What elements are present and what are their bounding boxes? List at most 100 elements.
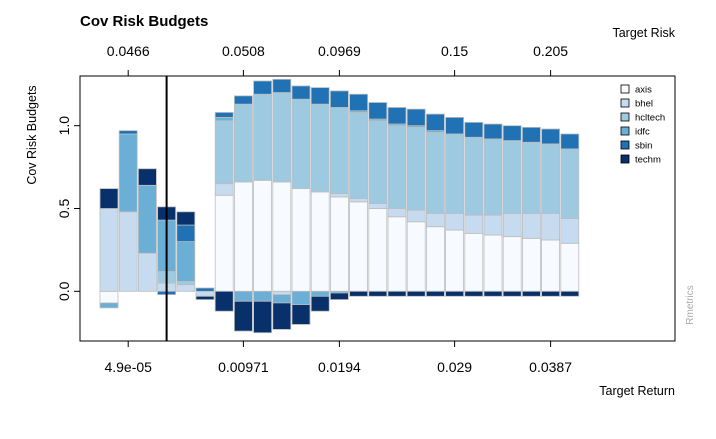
bar-sbin-9 <box>253 80 273 95</box>
legend-label-idfc: idfc <box>635 127 650 138</box>
chart-title: Cov Risk Budgets <box>80 13 208 30</box>
legend-label-hcltech: hcltech <box>635 113 665 124</box>
bar-bhel-16 <box>387 208 407 218</box>
bar-bhel-23 <box>522 213 541 239</box>
bar-hcltech-16 <box>387 125 407 209</box>
bar-bhel-24 <box>541 213 560 241</box>
bar-axis-1 <box>99 290 119 304</box>
bar-bhel-18 <box>425 213 445 228</box>
bar-techm-7 <box>214 290 234 312</box>
bar-idfc-7 <box>214 117 234 122</box>
x2-tick-label: 0.0969 <box>318 43 361 59</box>
bar-sbin-10 <box>272 78 292 93</box>
y-tick-label: 0.5 <box>56 199 72 219</box>
bar-hcltech-12 <box>310 103 330 193</box>
bar-idfc-8 <box>233 290 253 302</box>
bar-bhel-20 <box>464 214 484 234</box>
bar-bhel-1 <box>99 208 119 292</box>
bar-sbin-6 <box>195 287 215 292</box>
bar-axis-9 <box>253 179 273 292</box>
bar-hcltech-8 <box>233 103 253 183</box>
bar-techm-5 <box>176 211 196 226</box>
legend-swatch-axis <box>620 84 630 94</box>
y-axis-label: Cov Risk Budgets <box>25 85 39 184</box>
bar-hcltech-22 <box>502 140 522 214</box>
bar-bhel-15 <box>368 203 388 209</box>
bar-techm-14 <box>349 290 369 297</box>
y-tick-label: 1.0 <box>56 116 72 136</box>
bar-bhel-7 <box>214 183 234 196</box>
bar-sbin-24 <box>541 128 560 145</box>
legend: axis bhel hcltech idfc sbin techm <box>620 84 665 166</box>
bars-layer <box>99 78 580 334</box>
bar-sbin-17 <box>406 108 426 127</box>
bar-bhel-25 <box>560 218 580 244</box>
bar-techm-6 <box>195 295 215 300</box>
x-tick-label: 0.0387 <box>529 359 572 375</box>
bar-techm-1 <box>99 188 119 209</box>
bar-idfc-11 <box>291 290 311 305</box>
bar-axis-14 <box>349 201 369 292</box>
bar-techm-11 <box>291 304 311 325</box>
bar-sbin-20 <box>464 121 484 138</box>
legend-label-sbin: sbin <box>635 141 652 152</box>
bar-axis-20 <box>464 232 484 292</box>
bar-sbin-7 <box>214 112 234 118</box>
bar-techm-21 <box>483 290 503 297</box>
bar-techm-23 <box>522 290 541 297</box>
bar-hcltech-20 <box>464 136 484 216</box>
bar-hcltech-10 <box>272 92 292 183</box>
bar-sbin-11 <box>291 85 311 100</box>
bar-hcltech-24 <box>541 143 560 214</box>
bar-axis-23 <box>522 237 541 292</box>
bar-idfc-12 <box>310 290 330 297</box>
bar-sbin-23 <box>522 126 541 143</box>
bar-bhel-3 <box>137 252 157 292</box>
bar-techm-19 <box>445 290 465 297</box>
legend-swatch-bhel <box>620 98 630 108</box>
bar-idfc-3 <box>137 184 157 254</box>
bar-sbin-18 <box>425 113 445 132</box>
bar-techm-9 <box>253 300 273 334</box>
bar-bhel-14 <box>349 198 369 203</box>
bar-axis-11 <box>291 188 311 292</box>
bar-hcltech-5 <box>176 280 196 286</box>
bar-techm-24 <box>541 290 560 297</box>
bar-bhel-13 <box>329 193 349 198</box>
bar-techm-22 <box>502 290 522 297</box>
bar-idfc-5 <box>176 241 196 282</box>
bar-techm-15 <box>368 290 388 297</box>
bar-hcltech-14 <box>349 112 369 199</box>
x-tick-label: 0.00971 <box>218 359 269 375</box>
bar-techm-3 <box>137 168 157 186</box>
bar-bhel-19 <box>445 213 465 231</box>
bar-sbin-12 <box>310 87 330 105</box>
bar-bhel-21 <box>483 214 503 236</box>
x2-tick-label: 0.0508 <box>222 43 265 59</box>
bar-hcltech-7 <box>214 120 234 185</box>
bar-hcltech-21 <box>483 138 503 216</box>
bar-axis-16 <box>387 216 407 292</box>
y-tick-label: 0.0 <box>56 281 72 301</box>
bar-bhel-17 <box>406 209 426 223</box>
bar-axis-22 <box>502 236 522 292</box>
bar-sbin-21 <box>483 123 503 140</box>
bar-axis-17 <box>406 221 426 292</box>
x2-tick-label: 0.15 <box>441 43 468 59</box>
legend-label-axis: axis <box>635 85 652 96</box>
bar-sbin-8 <box>233 95 253 105</box>
legend-swatch-idfc <box>620 126 630 136</box>
bar-bhel-10 <box>272 290 292 296</box>
bar-idfc-1 <box>99 302 119 309</box>
legend-swatch-sbin <box>620 140 630 150</box>
bar-sbin-2 <box>118 130 138 135</box>
bar-sbin-19 <box>445 117 465 135</box>
bar-hcltech-25 <box>560 148 580 219</box>
x-axis-label: Target Return <box>599 384 675 398</box>
bar-axis-12 <box>310 191 330 292</box>
bar-axis-10 <box>272 181 292 292</box>
bar-sbin-22 <box>502 125 522 141</box>
x-tick-label: 0.029 <box>437 359 472 375</box>
bar-bhel-5 <box>176 284 196 292</box>
